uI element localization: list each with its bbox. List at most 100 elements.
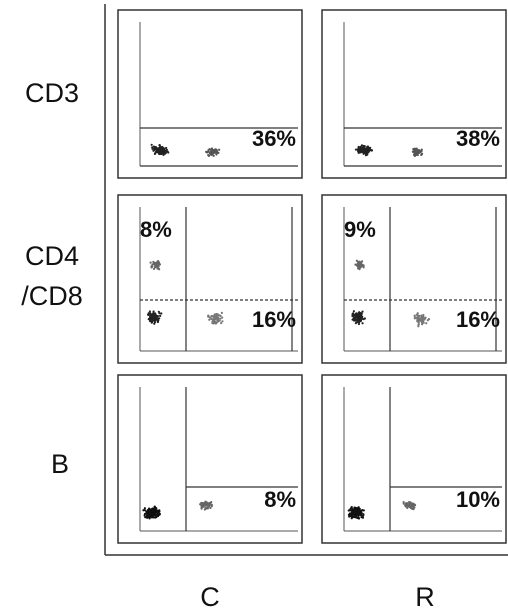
event-dot bbox=[152, 316, 154, 318]
event-dot bbox=[149, 315, 151, 317]
event-dot bbox=[153, 268, 155, 270]
event-dot bbox=[221, 312, 223, 314]
event-dot bbox=[200, 508, 202, 510]
event-dot bbox=[210, 318, 212, 320]
event-dot bbox=[163, 148, 165, 150]
flow-panel: 9% 16% bbox=[322, 195, 506, 363]
event-dot bbox=[217, 152, 219, 154]
event-dot bbox=[359, 261, 361, 263]
event-dot bbox=[155, 516, 157, 518]
event-dot bbox=[152, 509, 154, 511]
event-dot bbox=[154, 152, 156, 154]
event-dot bbox=[146, 515, 148, 517]
event-dot bbox=[358, 511, 360, 513]
event-dot bbox=[156, 151, 158, 153]
event-dot bbox=[420, 314, 422, 316]
percent-label: 9% bbox=[344, 217, 376, 242]
event-dot bbox=[358, 266, 360, 268]
event-dot bbox=[356, 321, 358, 323]
event-dot bbox=[202, 505, 204, 507]
event-dot bbox=[219, 315, 221, 317]
event-dot bbox=[157, 318, 159, 320]
event-dot bbox=[217, 313, 219, 315]
event-dot bbox=[151, 148, 153, 150]
event-dot bbox=[154, 317, 156, 319]
event-dot bbox=[212, 150, 214, 152]
event-dot bbox=[158, 312, 160, 314]
event-dot bbox=[157, 260, 159, 262]
event-dot bbox=[363, 265, 365, 267]
event-dot bbox=[361, 322, 363, 324]
event-dot bbox=[161, 147, 163, 149]
event-dot bbox=[167, 151, 169, 153]
event-dot bbox=[413, 148, 415, 150]
event-dot bbox=[349, 508, 351, 510]
event-dot bbox=[155, 508, 157, 510]
event-dot bbox=[157, 514, 159, 516]
event-dot bbox=[428, 318, 430, 320]
event-dot bbox=[221, 320, 223, 322]
event-dot bbox=[156, 267, 158, 269]
event-dot bbox=[151, 513, 153, 515]
event-dot bbox=[355, 512, 357, 514]
event-dot bbox=[207, 507, 209, 509]
event-dot bbox=[412, 508, 414, 510]
event-dot bbox=[408, 506, 410, 508]
flow-panel: 38% bbox=[322, 10, 506, 178]
event-dot bbox=[151, 264, 153, 266]
event-dot bbox=[357, 318, 359, 320]
event-dot bbox=[404, 504, 406, 506]
event-dot bbox=[359, 149, 361, 151]
event-dot bbox=[417, 325, 419, 327]
event-dot bbox=[363, 509, 365, 511]
event-dot bbox=[212, 315, 214, 317]
event-dot bbox=[219, 320, 221, 322]
event-dot bbox=[357, 261, 359, 263]
event-dot bbox=[153, 319, 155, 321]
event-dot bbox=[356, 517, 358, 519]
event-dot bbox=[142, 509, 144, 511]
event-dot bbox=[417, 316, 419, 318]
event-dot bbox=[214, 320, 216, 322]
event-dot bbox=[209, 507, 211, 509]
event-dot bbox=[155, 263, 157, 265]
event-dot bbox=[417, 149, 419, 151]
event-dot bbox=[149, 310, 151, 312]
event-dot bbox=[351, 514, 353, 516]
column-label: R bbox=[415, 582, 435, 612]
event-dot bbox=[150, 516, 152, 518]
event-dot bbox=[147, 314, 149, 316]
event-dot bbox=[215, 314, 217, 316]
event-dot bbox=[422, 314, 424, 316]
event-dot bbox=[351, 315, 353, 317]
event-dot bbox=[156, 266, 158, 268]
event-dot bbox=[205, 151, 207, 153]
event-dot bbox=[220, 322, 222, 324]
event-dot bbox=[154, 321, 156, 323]
event-dot bbox=[415, 152, 417, 154]
event-dot bbox=[367, 147, 369, 149]
event-dot bbox=[418, 323, 420, 325]
event-dot bbox=[366, 154, 368, 156]
event-dot bbox=[417, 312, 419, 314]
event-dot bbox=[359, 151, 361, 153]
event-dot bbox=[403, 503, 405, 505]
event-dot bbox=[359, 316, 361, 318]
flow-panel: 8% bbox=[118, 375, 302, 543]
event-dot bbox=[150, 262, 152, 264]
event-dot bbox=[361, 318, 363, 320]
event-dot bbox=[413, 150, 415, 152]
event-dot bbox=[207, 316, 209, 318]
row-label: /CD8 bbox=[21, 281, 83, 311]
flow-panel: 36% bbox=[118, 10, 302, 178]
percent-label: 16% bbox=[456, 307, 500, 332]
event-dot bbox=[207, 151, 209, 153]
event-dot bbox=[425, 322, 427, 324]
flow-panel: 8%16% bbox=[118, 195, 302, 363]
row-label: B bbox=[51, 449, 69, 479]
percent-label: 10% bbox=[456, 487, 500, 512]
event-dot bbox=[152, 515, 154, 517]
event-dot bbox=[356, 316, 358, 318]
event-dot bbox=[153, 312, 155, 314]
event-dot bbox=[421, 323, 423, 325]
